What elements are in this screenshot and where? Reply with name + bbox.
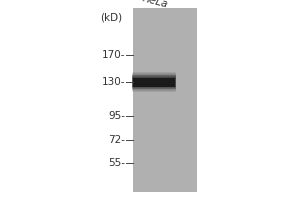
FancyBboxPatch shape bbox=[132, 76, 176, 88]
Text: (kD): (kD) bbox=[100, 12, 122, 22]
Text: HeLa: HeLa bbox=[141, 0, 169, 10]
FancyBboxPatch shape bbox=[132, 72, 176, 92]
FancyBboxPatch shape bbox=[132, 73, 176, 90]
Text: 72-: 72- bbox=[108, 135, 125, 145]
Text: 130-: 130- bbox=[101, 77, 125, 87]
Bar bbox=[133, 8, 197, 192]
Text: 55-: 55- bbox=[108, 158, 125, 168]
Text: 170-: 170- bbox=[101, 50, 125, 60]
Bar bbox=[133, 77, 175, 86]
Text: 95-: 95- bbox=[108, 111, 125, 121]
FancyBboxPatch shape bbox=[132, 75, 176, 89]
